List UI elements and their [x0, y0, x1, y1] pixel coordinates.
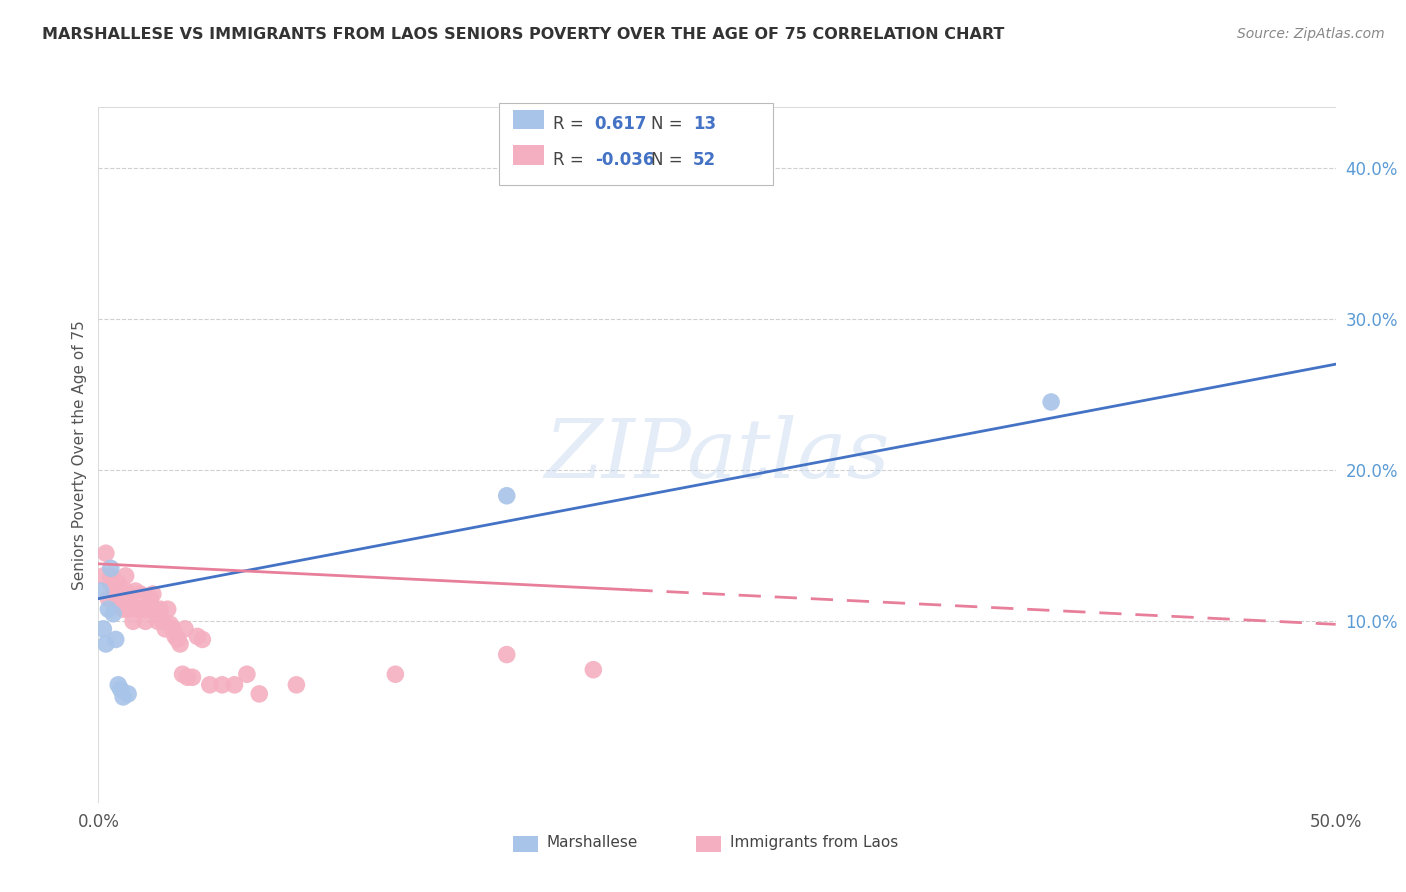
Text: 13: 13: [693, 115, 716, 133]
Point: [495, 489, 517, 503]
Point: [110, 599, 132, 614]
Point: [169, 637, 191, 651]
Point: [166, 632, 188, 647]
Point: [181, 670, 204, 684]
Point: [159, 617, 181, 632]
Point: [582, 663, 605, 677]
Point: [224, 678, 246, 692]
Point: [122, 615, 145, 629]
Point: [110, 682, 132, 697]
Point: [198, 678, 221, 692]
Point: [104, 632, 127, 647]
Point: [162, 622, 184, 636]
Point: [285, 678, 308, 692]
Point: [211, 678, 233, 692]
Point: [191, 632, 214, 647]
Point: [94, 546, 117, 560]
Point: [94, 637, 117, 651]
Point: [174, 622, 197, 636]
Point: [112, 690, 135, 704]
Point: [124, 584, 146, 599]
Point: [146, 615, 169, 629]
Point: [104, 587, 127, 601]
Point: [1040, 395, 1063, 409]
Text: Source: ZipAtlas.com: Source: ZipAtlas.com: [1237, 27, 1385, 41]
Point: [129, 587, 152, 601]
Text: 0.617: 0.617: [595, 115, 647, 133]
Point: [103, 572, 125, 586]
Point: [117, 602, 139, 616]
Point: [93, 622, 115, 636]
Point: [107, 576, 129, 591]
Point: [100, 561, 122, 575]
Point: [112, 591, 135, 606]
Point: [112, 602, 135, 616]
Point: [149, 602, 172, 616]
Point: [103, 607, 125, 621]
Text: N =: N =: [651, 115, 688, 133]
Point: [156, 602, 179, 616]
Point: [120, 599, 142, 614]
Point: [176, 670, 198, 684]
Text: -0.036: -0.036: [595, 151, 654, 169]
Text: Marshallese: Marshallese: [547, 836, 638, 850]
Point: [114, 584, 136, 599]
Point: [247, 687, 270, 701]
Y-axis label: Seniors Poverty Over the Age of 75: Seniors Poverty Over the Age of 75: [72, 320, 87, 590]
Point: [142, 587, 165, 601]
Point: [93, 569, 115, 583]
Point: [155, 622, 177, 636]
Point: [97, 591, 120, 606]
Point: [107, 678, 129, 692]
Point: [134, 615, 156, 629]
Point: [107, 591, 129, 606]
Point: [127, 602, 149, 616]
Point: [165, 629, 187, 643]
Text: ZIPatlas: ZIPatlas: [544, 415, 890, 495]
Point: [143, 602, 166, 616]
Text: 52: 52: [693, 151, 716, 169]
Point: [117, 587, 139, 601]
Text: N =: N =: [651, 151, 688, 169]
Text: R =: R =: [553, 151, 589, 169]
Point: [236, 667, 259, 681]
Point: [132, 602, 155, 616]
Point: [100, 576, 122, 591]
Point: [384, 667, 406, 681]
Text: MARSHALLESE VS IMMIGRANTS FROM LAOS SENIORS POVERTY OVER THE AGE OF 75 CORRELATI: MARSHALLESE VS IMMIGRANTS FROM LAOS SENI…: [42, 27, 1004, 42]
Point: [136, 602, 159, 616]
Point: [97, 602, 120, 616]
Point: [114, 569, 136, 583]
Point: [186, 629, 208, 643]
Point: [100, 569, 122, 583]
Text: R =: R =: [553, 115, 589, 133]
Point: [172, 667, 194, 681]
Point: [495, 648, 517, 662]
Point: [117, 687, 139, 701]
Point: [139, 591, 162, 606]
Point: [90, 584, 112, 599]
Text: Immigrants from Laos: Immigrants from Laos: [730, 836, 898, 850]
Point: [152, 615, 174, 629]
